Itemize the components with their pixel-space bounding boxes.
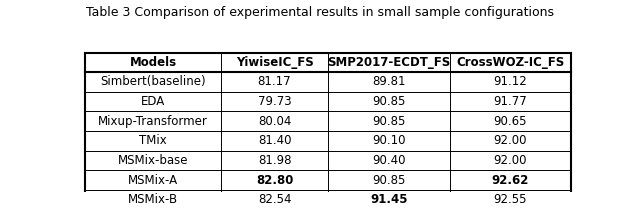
Text: 90.85: 90.85 [372,95,406,108]
Text: Models: Models [129,56,177,69]
Text: 82.54: 82.54 [258,193,291,206]
Text: CrossWOZ-IC_FS: CrossWOZ-IC_FS [456,56,564,69]
Text: SMP2017-ECDT_FS: SMP2017-ECDT_FS [327,56,451,69]
Text: 90.65: 90.65 [493,115,527,128]
Text: MSMix-base: MSMix-base [118,154,188,167]
Text: 90.40: 90.40 [372,154,406,167]
Text: 89.81: 89.81 [372,75,406,89]
Text: Mixup-Transformer: Mixup-Transformer [98,115,208,128]
Text: 92.00: 92.00 [493,134,527,147]
Text: 79.73: 79.73 [258,95,291,108]
Text: 92.62: 92.62 [492,174,529,187]
Text: Simbert(baseline): Simbert(baseline) [100,75,206,89]
Text: 82.80: 82.80 [256,174,293,187]
Text: 92.00: 92.00 [493,154,527,167]
Text: MSMix-B: MSMix-B [128,193,178,206]
Text: 80.04: 80.04 [258,115,291,128]
Text: TMix: TMix [139,134,167,147]
Text: 90.85: 90.85 [372,174,406,187]
Text: YiwiseIC_FS: YiwiseIC_FS [236,56,314,69]
Text: 81.98: 81.98 [258,154,291,167]
Text: 90.85: 90.85 [372,115,406,128]
Text: 81.40: 81.40 [258,134,291,147]
Text: 81.17: 81.17 [258,75,291,89]
Text: EDA: EDA [141,95,165,108]
Text: Table 3 Comparison of experimental results in small sample configurations: Table 3 Comparison of experimental resul… [86,6,554,19]
Text: MSMix-A: MSMix-A [128,174,178,187]
Text: 91.77: 91.77 [493,95,527,108]
Text: 91.12: 91.12 [493,75,527,89]
Text: 90.10: 90.10 [372,134,406,147]
Text: 92.55: 92.55 [493,193,527,206]
Text: 91.45: 91.45 [370,193,408,206]
